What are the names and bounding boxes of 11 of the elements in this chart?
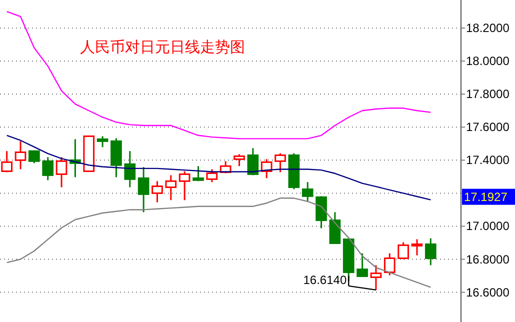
text: 17.1927 <box>464 190 508 204</box>
y-tick-label: 17.4000 <box>466 153 510 168</box>
annotation: 16.6140 <box>303 272 347 287</box>
y-tick-label: 18.2000 <box>466 21 510 36</box>
y-tick-label: 17.6000 <box>466 120 510 134</box>
y-tick-label: 18.0000 <box>466 54 510 68</box>
y-tick-label: 16.8000 <box>466 252 510 266</box>
y-tick-label: 16.6000 <box>466 285 510 300</box>
y-tick-label: 17.8000 <box>466 87 510 102</box>
text: 人民币对日元日线走势图 <box>80 39 245 56</box>
y-tick-label: 17.0000 <box>466 219 510 234</box>
